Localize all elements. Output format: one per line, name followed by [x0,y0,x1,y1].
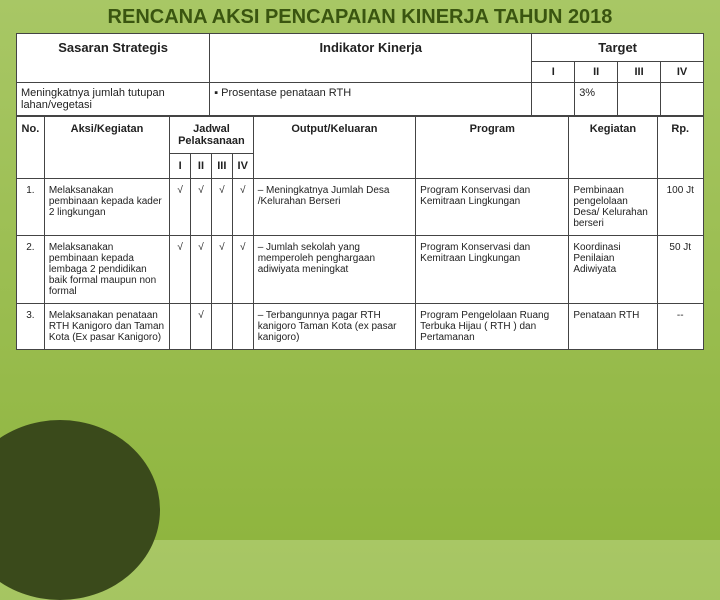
table-cell: Program Pengelolaan Ruang Terbuka Hijau … [416,304,569,350]
td-t4 [661,83,704,116]
th-out: Output/Keluaran [253,117,415,179]
th-bq1: I [170,154,191,179]
table-cell: √ [191,179,212,236]
table-cell: -- [657,304,703,350]
th-bq2: II [191,154,212,179]
table-cell: Koordinasi Penilaian Adiwiyata [569,236,657,304]
table-cell [232,304,253,350]
table-cell: – Terbangunnya pagar RTH kanigoro Taman … [253,304,415,350]
table-cell: √ [191,236,212,304]
th-q4: IV [661,62,704,83]
th-aksi: Aksi/Kegiatan [44,117,169,179]
table-cell: Program Konservasi dan Kemitraan Lingkun… [416,179,569,236]
th-q2: II [575,62,618,83]
table-cell [170,304,191,350]
bottom-table: No. Aksi/Kegiatan Jadwal Pelaksanaan Out… [16,116,704,350]
th-jadwal: Jadwal Pelaksanaan [170,117,254,154]
table-cell: √ [211,236,232,304]
table-cell: Melaksanakan penataan RTH Kanigoro dan T… [44,304,169,350]
table-cell: Melaksanakan pembinaan kepada lembaga 2 … [44,236,169,304]
table-cell: 100 Jt [657,179,703,236]
th-indikator: Indikator Kinerja [210,34,532,83]
th-rp: Rp. [657,117,703,179]
table-row: 3.Melaksanakan penataan RTH Kanigoro dan… [17,304,704,350]
th-no: No. [17,117,45,179]
th-q1: I [532,62,575,83]
table-cell: Melaksanakan pembinaan kepada kader 2 li… [44,179,169,236]
table-row: 1.Melaksanakan pembinaan kepada kader 2 … [17,179,704,236]
page-title: RENCANA AKSI PENCAPAIAN KINERJA TAHUN 20… [0,0,720,33]
td-t2: 3% [575,83,618,116]
table-cell: √ [232,179,253,236]
th-bq4: IV [232,154,253,179]
th-keg: Kegiatan [569,117,657,179]
td-t1 [532,83,575,116]
table-cell: – Jumlah sekolah yang memperoleh penghar… [253,236,415,304]
table-cell: Program Konservasi dan Kemitraan Lingkun… [416,236,569,304]
td-sasaran: Meningkatnya jumlah tutupan lahan/vegeta… [17,83,210,116]
table-cell: √ [170,236,191,304]
table-row: 2.Melaksanakan pembinaan kepada lembaga … [17,236,704,304]
table-cell [211,304,232,350]
td-t3 [618,83,661,116]
table-cell: 2. [17,236,45,304]
table-cell: Pembinaan pengelolaan Desa/ Kelurahan be… [569,179,657,236]
th-prog: Program [416,117,569,179]
top-table: Sasaran Strategis Indikator Kinerja Targ… [16,33,704,116]
table-cell: – Meningkatnya Jumlah Desa /Kelurahan Be… [253,179,415,236]
table-cell: 3. [17,304,45,350]
td-indikator: ▪ Prosentase penataan RTH [210,83,532,116]
table-cell: √ [232,236,253,304]
table-cell: √ [170,179,191,236]
th-target: Target [532,34,704,62]
table-cell: Penataan RTH [569,304,657,350]
th-bq3: III [211,154,232,179]
th-q3: III [618,62,661,83]
th-sasaran: Sasaran Strategis [17,34,210,83]
table-cell: 1. [17,179,45,236]
table-cell: √ [191,304,212,350]
table-cell: √ [211,179,232,236]
table-cell: 50 Jt [657,236,703,304]
